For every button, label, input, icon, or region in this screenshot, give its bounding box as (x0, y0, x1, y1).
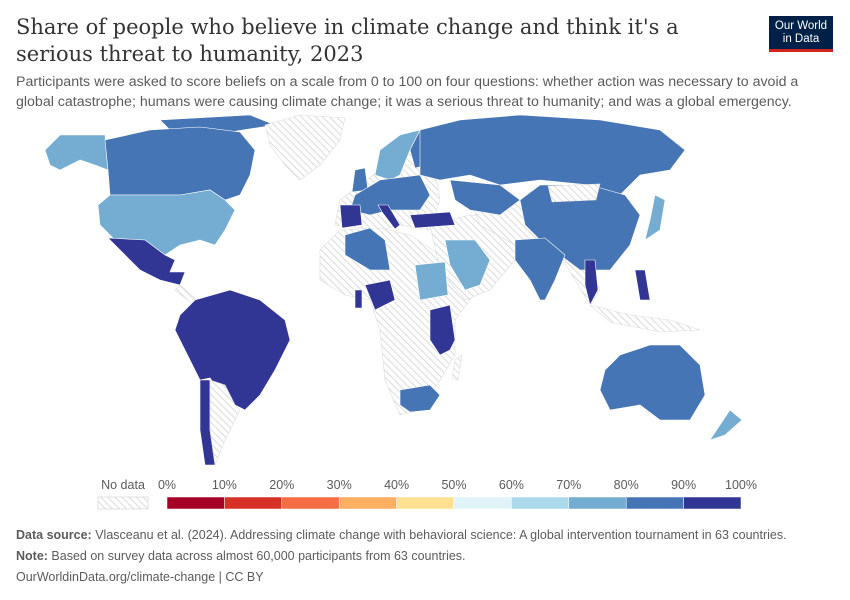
country-ghana[interactable] (354, 289, 363, 309)
legend-swatch[interactable] (396, 496, 455, 510)
legend-tick-label: 70% (556, 478, 582, 492)
legend-swatch[interactable] (568, 496, 627, 510)
country-no-data[interactable] (589, 304, 701, 333)
country-japan[interactable] (644, 194, 666, 241)
chart-subtitle: Participants were asked to score beliefs… (16, 74, 799, 110)
legend-tick-label: 80% (613, 478, 639, 492)
legend-swatch[interactable] (224, 496, 283, 510)
country-india[interactable] (514, 237, 566, 301)
legend-tick-label: 20% (269, 478, 295, 492)
country-spain[interactable] (339, 204, 363, 229)
data-source: Data source: Vlasceanu et al. (2024). Ad… (16, 528, 787, 542)
legend: No data 0% 10% 20% 30% 40% 50% 60% 70% 80% 90% 100… (0, 478, 850, 518)
legend-tick-label: 90% (671, 478, 697, 492)
country-south-africa[interactable] (399, 384, 441, 413)
country-philippines[interactable] (634, 269, 651, 301)
legend-swatch[interactable] (511, 496, 570, 510)
country-united-states[interactable] (97, 189, 236, 256)
country-canada[interactable] (104, 126, 256, 201)
legend-bar (97, 496, 742, 510)
legend-tick-label: 40% (384, 478, 410, 492)
country-russia[interactable] (419, 114, 686, 196)
legend-swatch[interactable] (166, 496, 225, 510)
world-map (44, 114, 743, 467)
legend-tick-label: 10% (211, 478, 237, 492)
source-label: Data source: (16, 528, 92, 542)
country-mexico[interactable] (107, 237, 186, 286)
country-thailand[interactable] (584, 259, 599, 306)
legend-no-data-label: No data (101, 478, 145, 492)
note-text: Based on survey data across almost 60,00… (47, 549, 466, 563)
source-text: Vlasceanu et al. (2024). Addressing clim… (91, 528, 787, 542)
country-brazil-andean-south-america[interactable] (174, 289, 291, 411)
country-united-states[interactable] (44, 134, 109, 171)
country-no-data[interactable] (547, 183, 601, 203)
country-saudi-arabia[interactable] (444, 239, 491, 291)
note-label: Note: (16, 549, 48, 563)
legend-tick-label: 100% (725, 478, 757, 492)
country-algeria[interactable] (344, 227, 391, 271)
country-italy[interactable] (377, 204, 401, 230)
country-australia[interactable] (599, 344, 706, 421)
legend-swatch[interactable] (338, 496, 397, 510)
legend-swatch[interactable] (625, 496, 684, 510)
country-nigeria[interactable] (364, 279, 396, 311)
legend-no-data-swatch (97, 496, 149, 510)
country-no-data[interactable] (451, 354, 463, 381)
legend-tick-label: 30% (326, 478, 352, 492)
legend-swatch[interactable] (453, 496, 512, 510)
country-kazakhstan[interactable] (449, 179, 521, 216)
owid-logo[interactable]: Our World in Data (769, 16, 833, 52)
legend-tick-label: 0% (157, 478, 177, 492)
note: Note: Based on survey data across almost… (16, 549, 466, 563)
legend-tick-label: 50% (441, 478, 467, 492)
legend-tick-label: 60% (498, 478, 524, 492)
country-kenya-tanzania-uganda[interactable] (429, 304, 456, 356)
country-turkey[interactable] (409, 211, 456, 229)
legend-swatch[interactable] (683, 496, 742, 510)
country-new-zealand[interactable] (709, 409, 743, 441)
country-no-data[interactable] (209, 379, 241, 467)
country-no-data[interactable] (264, 114, 346, 181)
country-sudan[interactable] (414, 261, 449, 301)
legend-swatch[interactable] (281, 496, 340, 510)
source-link[interactable]: OurWorldinData.org/climate-change | CC B… (16, 570, 264, 584)
chart-title: Share of people who believe in climate c… (16, 15, 679, 66)
